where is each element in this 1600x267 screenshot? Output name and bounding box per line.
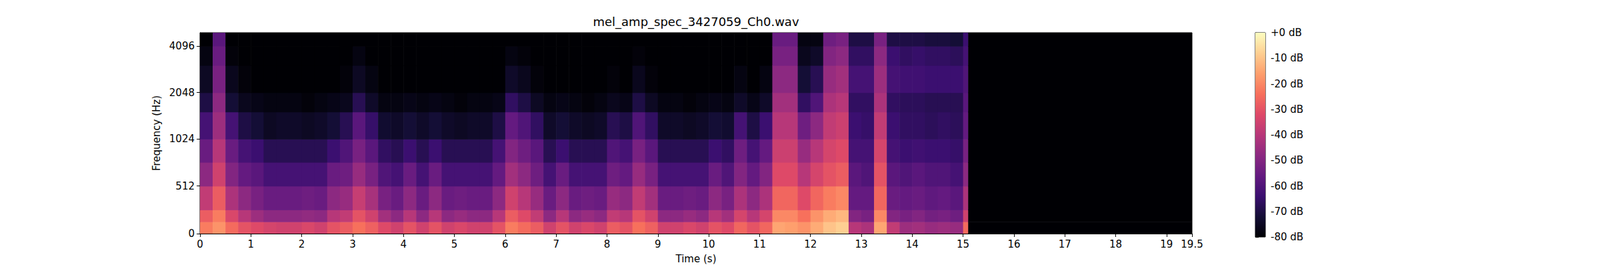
svg-text:13: 13 xyxy=(854,238,868,250)
svg-text:1: 1 xyxy=(248,238,255,250)
svg-text:0: 0 xyxy=(196,238,204,250)
svg-text:5: 5 xyxy=(451,238,458,250)
svg-text:9: 9 xyxy=(654,238,662,250)
svg-text:0: 0 xyxy=(188,227,195,240)
svg-text:14: 14 xyxy=(906,238,919,250)
svg-text:7: 7 xyxy=(552,238,560,250)
svg-text:12: 12 xyxy=(804,238,817,250)
svg-text:Time (s): Time (s) xyxy=(675,252,717,265)
svg-text:-40 dB: -40 dB xyxy=(1270,128,1304,141)
svg-text:3: 3 xyxy=(349,238,356,250)
svg-text:4096: 4096 xyxy=(169,40,195,52)
svg-text:-60 dB: -60 dB xyxy=(1270,180,1304,192)
svg-text:+0 dB: +0 dB xyxy=(1270,26,1302,39)
svg-text:-80 dB: -80 dB xyxy=(1270,230,1304,243)
svg-text:1024: 1024 xyxy=(169,132,195,145)
svg-text:-30 dB: -30 dB xyxy=(1270,103,1304,116)
svg-text:15: 15 xyxy=(956,238,970,250)
svg-text:18: 18 xyxy=(1109,238,1122,250)
svg-text:6: 6 xyxy=(502,238,509,250)
svg-text:16: 16 xyxy=(1007,238,1020,250)
svg-text:2: 2 xyxy=(298,238,306,250)
svg-text:2048: 2048 xyxy=(169,86,195,99)
svg-text:-70 dB: -70 dB xyxy=(1270,205,1304,218)
svg-text:19.5: 19.5 xyxy=(1180,238,1203,250)
svg-text:8: 8 xyxy=(604,238,611,250)
svg-text:-20 dB: -20 dB xyxy=(1270,78,1304,90)
svg-text:mel_amp_spec_3427059_Ch0.wav: mel_amp_spec_3427059_Ch0.wav xyxy=(592,14,799,30)
svg-text:512: 512 xyxy=(175,180,195,192)
svg-text:19: 19 xyxy=(1160,238,1173,250)
svg-text:-50 dB: -50 dB xyxy=(1270,154,1304,166)
svg-text:10: 10 xyxy=(702,238,716,250)
svg-text:17: 17 xyxy=(1058,238,1072,250)
svg-text:-10 dB: -10 dB xyxy=(1270,52,1304,64)
svg-text:4: 4 xyxy=(400,238,407,250)
svg-text:Frequency (Hz): Frequency (Hz) xyxy=(150,95,163,171)
svg-text:11: 11 xyxy=(753,238,766,250)
